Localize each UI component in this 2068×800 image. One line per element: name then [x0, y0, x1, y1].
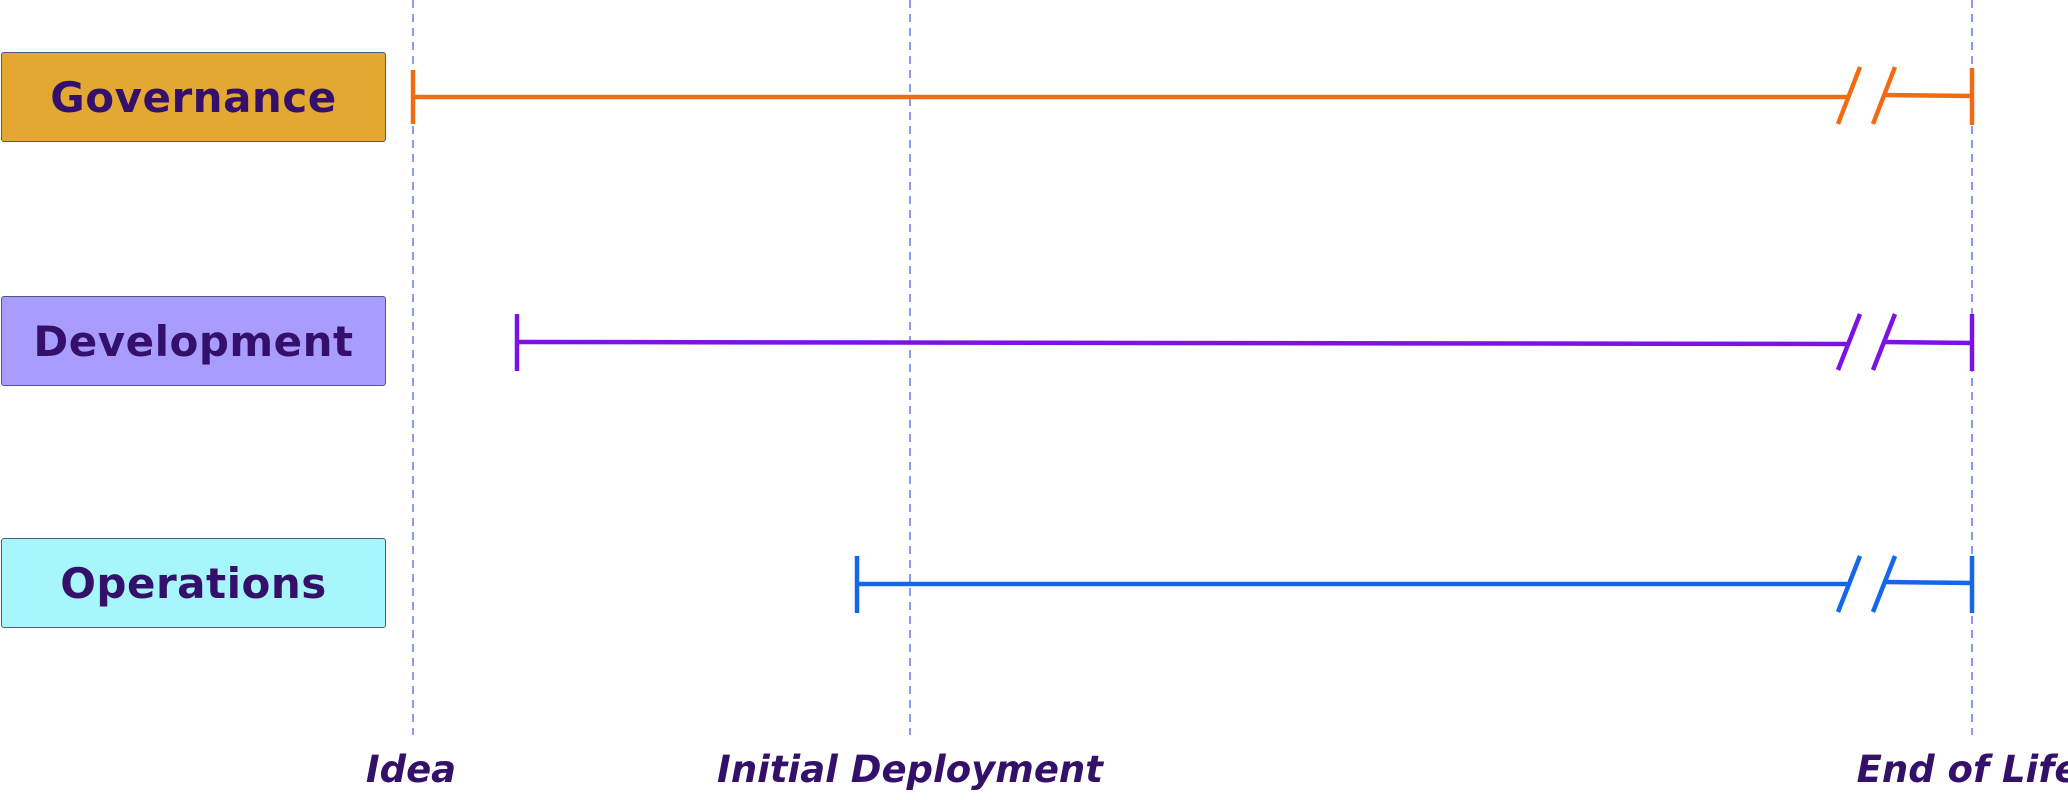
operations-timeline-bar — [857, 556, 1972, 613]
development-label: Development — [33, 317, 353, 366]
operations-label-box: Operations — [1, 538, 386, 628]
milestone-label-initial-deployment: Initial Deployment — [717, 748, 1103, 791]
milestone-label-idea: Idea — [366, 748, 456, 791]
governance-timeline-bar — [413, 67, 1972, 125]
development-label-box: Development — [1, 296, 386, 386]
milestone-label-end-of-life: End of Life — [1857, 748, 2068, 791]
operations-label: Operations — [60, 559, 327, 608]
development-timeline-bar — [517, 314, 1972, 371]
governance-label: Governance — [50, 73, 336, 122]
governance-label-box: Governance — [1, 52, 386, 142]
